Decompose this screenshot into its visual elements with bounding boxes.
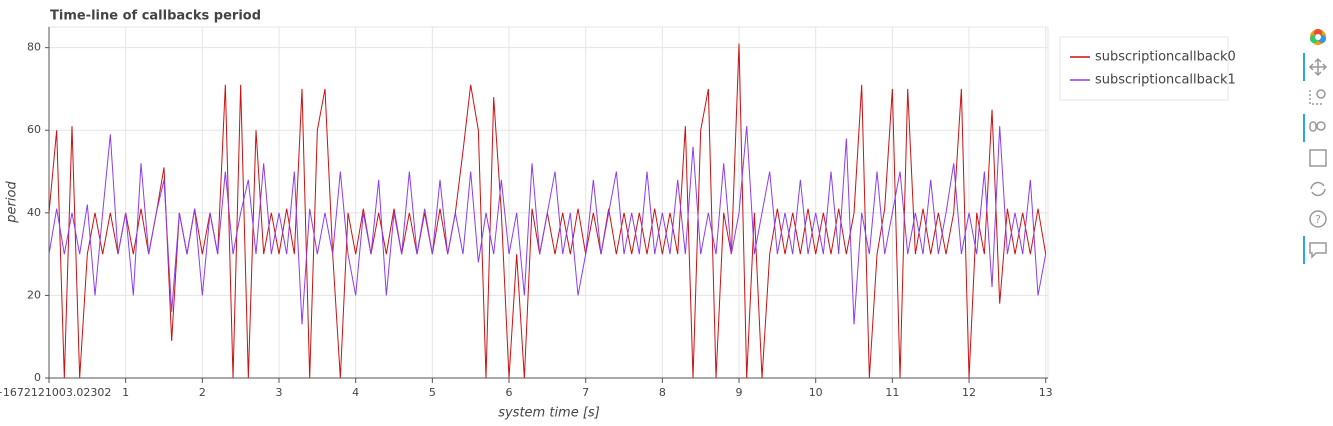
y-tick-label: 60 — [27, 123, 41, 136]
toolbar: ? — [1303, 29, 1328, 264]
x-axis-label: system time [s] — [498, 406, 600, 421]
x-tick-label: 5 — [429, 386, 436, 399]
x-tick-label: 9 — [736, 386, 743, 399]
x-tick-label: 6 — [506, 386, 513, 399]
pan-tool[interactable] — [1308, 57, 1328, 77]
chart-title: Time-line of callbacks period — [50, 9, 261, 24]
box-zoom-tool[interactable] — [1309, 90, 1324, 105]
x-tick-label: 1 — [122, 386, 129, 399]
wheel-zoom-mouse — [1309, 121, 1317, 132]
y-tick-label: 20 — [27, 288, 41, 301]
series-line — [48, 126, 1047, 325]
save-tool[interactable] — [1309, 149, 1327, 167]
x-tick-label: 12 — [962, 386, 976, 399]
reset-tool[interactable] — [1310, 181, 1326, 197]
help-tool[interactable] — [1309, 210, 1327, 228]
bokeh-logo — [1310, 29, 1326, 45]
x-tick-label: 11 — [885, 386, 899, 399]
y-tick-label: 80 — [27, 41, 41, 54]
y-axis-label: period — [5, 181, 20, 224]
x-tick-label: 2 — [199, 386, 206, 399]
y-tick-label: 0 — [34, 371, 41, 384]
x-tick-label: 3 — [276, 386, 283, 399]
x-tick-label: 7 — [582, 386, 589, 399]
legend-label: subscriptioncallback1 — [1095, 73, 1236, 88]
x-tick-label: 13 — [1039, 386, 1053, 399]
y-tick-label: 40 — [27, 206, 41, 219]
x-tick-label: 4 — [352, 386, 359, 399]
x-tick-label: 10 — [809, 386, 823, 399]
help-icon: ? — [1315, 213, 1321, 226]
legend-box — [1059, 36, 1229, 101]
wheel-zoom-tool[interactable] — [1316, 121, 1326, 131]
x-tick-label: 0+1672121003.02302 — [0, 386, 111, 399]
box-zoom-lens — [1316, 89, 1326, 99]
x-tick-label: 8 — [659, 386, 666, 399]
hover-tool[interactable] — [1309, 242, 1327, 259]
legend-label: subscriptioncallback0 — [1095, 50, 1236, 65]
